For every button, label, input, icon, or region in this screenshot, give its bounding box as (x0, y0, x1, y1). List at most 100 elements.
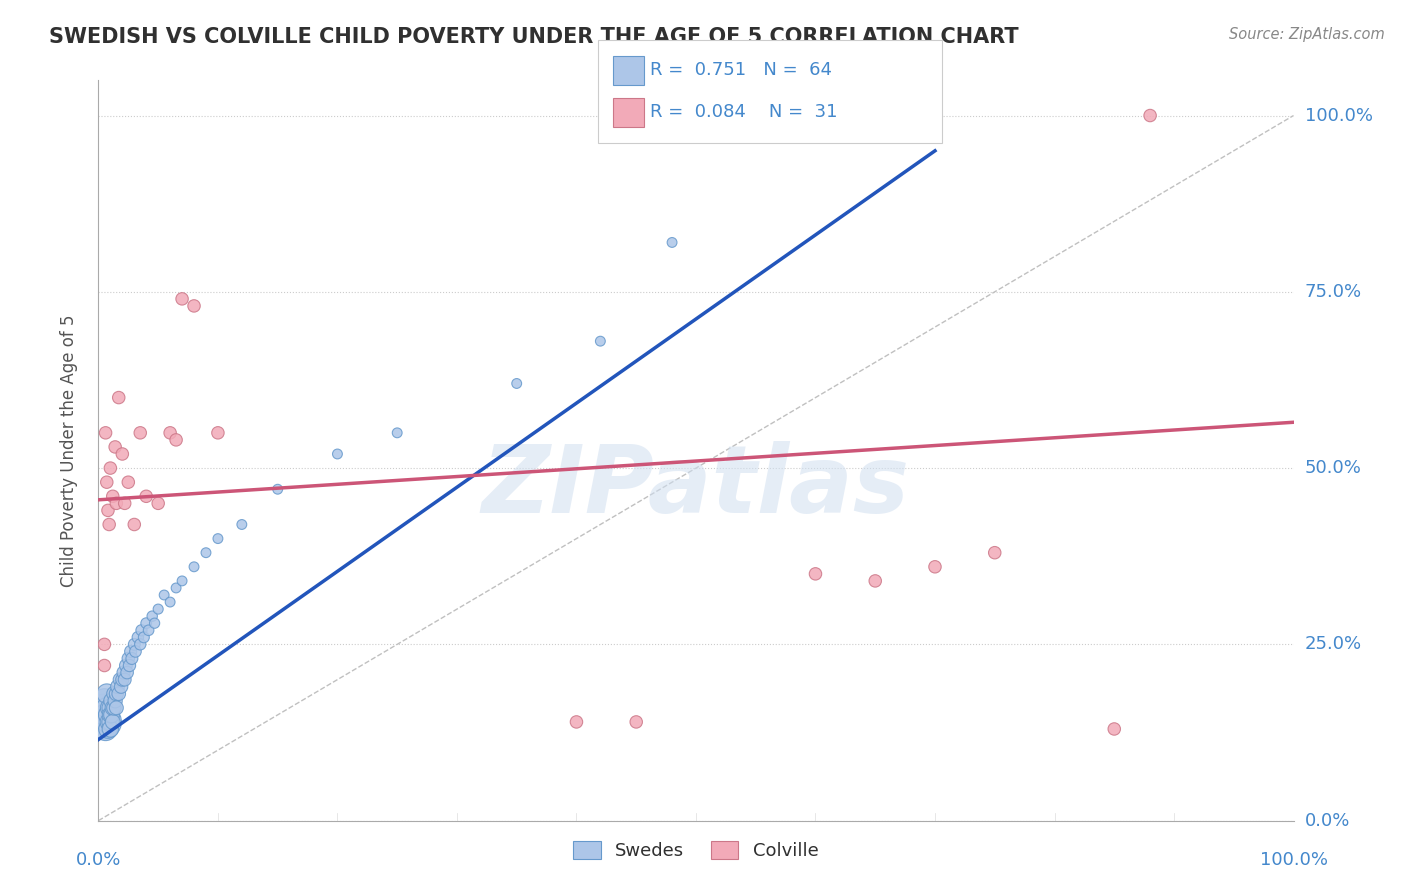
Point (172, 574, 194, 588)
Point (111, 673, 134, 687)
Point (121, 651, 143, 665)
Point (207, 532, 229, 546)
Point (105, 687, 128, 701)
Text: ZIPatlas: ZIPatlas (482, 442, 910, 533)
Text: Source: ZipAtlas.com: Source: ZipAtlas.com (1229, 27, 1385, 42)
Point (183, 299, 205, 313)
Y-axis label: Child Poverty Under the Age of 5: Child Poverty Under the Age of 5 (59, 314, 77, 587)
Point (117, 651, 139, 665)
Point (108, 673, 131, 687)
Point (100, 694, 122, 708)
Point (1139, 109, 1161, 123)
Point (385, 425, 409, 440)
Text: R =  0.751   N =  64: R = 0.751 N = 64 (650, 62, 831, 79)
Point (153, 588, 176, 602)
Point (148, 496, 170, 510)
Point (124, 644, 146, 658)
Point (159, 425, 181, 440)
Point (506, 376, 529, 391)
Point (165, 581, 187, 595)
Point (1104, 722, 1126, 736)
Point (93, 707, 115, 722)
Point (865, 574, 887, 588)
Point (114, 496, 136, 510)
Text: 0.0%: 0.0% (76, 851, 121, 869)
Point (565, 714, 588, 729)
Point (661, 235, 683, 250)
Point (326, 447, 349, 461)
Point (96, 475, 118, 490)
Point (98, 714, 121, 729)
Point (207, 425, 229, 440)
Point (98, 517, 121, 532)
Point (141, 609, 163, 624)
Point (98, 707, 122, 722)
Point (93, 637, 115, 651)
Text: 100.0%: 100.0% (1305, 106, 1372, 125)
Point (589, 334, 612, 348)
Point (98, 461, 122, 475)
Point (97, 503, 120, 517)
Point (118, 658, 141, 673)
Point (159, 595, 181, 609)
Point (96, 714, 118, 729)
Point (96, 687, 118, 701)
Point (135, 616, 157, 631)
Point (231, 517, 253, 532)
Point (124, 517, 146, 532)
Point (93, 694, 115, 708)
Point (107, 687, 129, 701)
Point (267, 482, 290, 496)
Text: 100.0%: 100.0% (1260, 851, 1327, 869)
Point (626, 714, 648, 729)
Point (148, 602, 170, 616)
Point (101, 489, 124, 503)
Point (117, 475, 139, 490)
Point (104, 694, 127, 708)
Point (114, 673, 136, 687)
Point (195, 546, 218, 560)
Point (112, 665, 135, 680)
Point (924, 559, 946, 574)
Point (101, 714, 124, 729)
Point (115, 658, 138, 673)
Point (124, 637, 146, 651)
Point (93, 714, 115, 729)
Point (97, 722, 120, 736)
Point (103, 687, 125, 701)
Text: SWEDISH VS COLVILLE CHILD POVERTY UNDER THE AGE OF 5 CORRELATION CHART: SWEDISH VS COLVILLE CHILD POVERTY UNDER … (49, 27, 1019, 46)
Point (165, 433, 187, 447)
Point (132, 630, 155, 644)
Text: R =  0.084    N =  31: R = 0.084 N = 31 (650, 103, 837, 121)
Point (138, 624, 160, 638)
Point (984, 546, 1007, 560)
Point (131, 624, 153, 638)
Point (96, 701, 118, 715)
Point (98, 714, 122, 729)
Legend: Swedes, Colville: Swedes, Colville (567, 833, 825, 867)
Point (107, 680, 129, 694)
Point (94, 425, 117, 440)
Point (98, 701, 122, 715)
Point (107, 391, 129, 405)
Point (172, 292, 194, 306)
Point (111, 447, 134, 461)
Point (105, 701, 128, 715)
Point (100, 707, 122, 722)
Text: 0.0%: 0.0% (1305, 812, 1350, 830)
Point (98, 701, 121, 715)
Point (93, 701, 115, 715)
Point (103, 701, 125, 715)
Point (101, 701, 124, 715)
Point (97, 707, 120, 722)
Text: 25.0%: 25.0% (1305, 635, 1362, 653)
Point (129, 425, 152, 440)
Point (110, 680, 132, 694)
Point (183, 559, 205, 574)
Point (94, 722, 117, 736)
Point (104, 440, 127, 454)
Text: 50.0%: 50.0% (1305, 459, 1361, 477)
Point (115, 665, 138, 680)
Point (804, 566, 827, 581)
Point (105, 496, 128, 510)
